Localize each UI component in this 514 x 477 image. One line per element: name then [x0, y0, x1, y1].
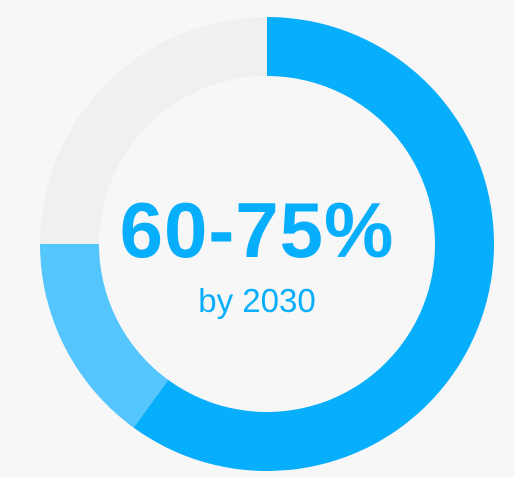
donut-segment-2: [40, 244, 169, 428]
donut-segment-3: [40, 17, 267, 244]
donut-segment-1: [133, 17, 495, 472]
